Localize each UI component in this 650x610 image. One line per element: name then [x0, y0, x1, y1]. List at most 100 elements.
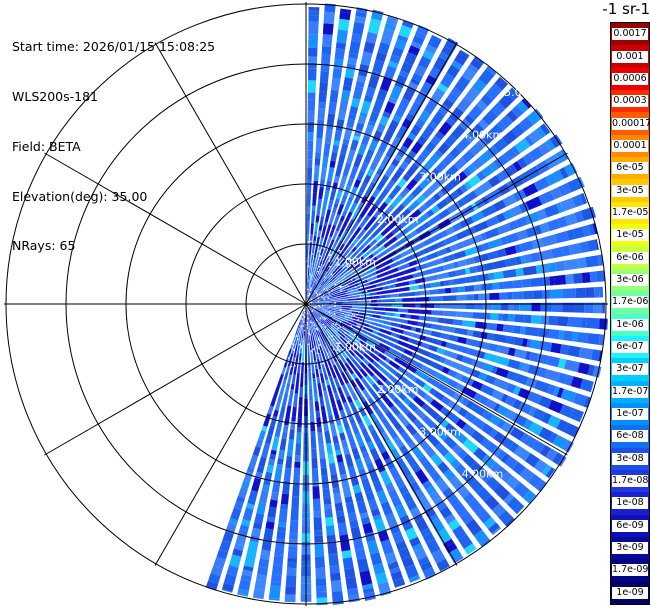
range-gate [592, 223, 598, 235]
range-gate [481, 423, 494, 436]
range-gate [398, 547, 411, 561]
range-gate [340, 143, 349, 155]
range-gate [235, 535, 247, 546]
range-gate [326, 367, 332, 377]
range-gate [369, 292, 377, 296]
near-field-gap [341, 285, 343, 288]
range-gate [348, 291, 362, 296]
range-gate [465, 267, 471, 275]
range-gate [426, 167, 441, 182]
range-gate [376, 441, 387, 454]
range-gate [496, 223, 511, 235]
range-gate [325, 516, 334, 527]
range-gate [357, 259, 366, 267]
range-gate [421, 148, 431, 158]
range-gate [327, 453, 335, 464]
range-gate [530, 277, 545, 287]
range-gate [299, 325, 302, 333]
range-gate [457, 336, 467, 345]
range-gate [483, 363, 494, 373]
range-gate [427, 34, 442, 49]
range-gate [263, 413, 272, 427]
range-gate [247, 490, 258, 506]
range-gate [318, 312, 325, 317]
near-field-gap [303, 315, 305, 317]
range-gate [373, 307, 385, 311]
range-gate [524, 254, 532, 264]
near-field-gap [329, 253, 331, 256]
range-gate [380, 384, 389, 392]
range-gate [394, 357, 408, 368]
range-gate [570, 408, 584, 422]
range-gate [486, 322, 498, 331]
range-gate [317, 359, 322, 370]
range-gate [579, 176, 585, 188]
range-gate [330, 322, 342, 332]
range-gate [328, 337, 336, 348]
range-gate [489, 292, 500, 300]
range-gate [421, 364, 429, 372]
range-gate [320, 61, 330, 72]
range-gate [545, 173, 557, 186]
range-gate [391, 224, 404, 235]
colorbar-tick-label: 3e-08 [612, 452, 648, 465]
range-gate [395, 231, 405, 240]
range-gate [324, 129, 333, 144]
range-gate [313, 517, 323, 531]
range-gate [226, 565, 239, 577]
range-gate [446, 64, 460, 78]
range-gate [390, 570, 403, 582]
range-gate [566, 229, 576, 241]
range-gate [356, 75, 367, 83]
range-gate [528, 351, 539, 363]
range-gate [467, 163, 477, 174]
range-gate [313, 313, 321, 323]
range-gate [370, 299, 378, 303]
range-gate [384, 23, 397, 32]
range-gate [394, 39, 407, 51]
range-gate [564, 374, 574, 386]
range-gate [340, 539, 351, 552]
near-field-gap [321, 296, 323, 298]
range-gate [397, 263, 410, 271]
range-gate [376, 489, 388, 505]
range-gate [431, 310, 444, 316]
range-gate [359, 111, 368, 118]
range-gate [296, 432, 302, 444]
range-gate [545, 448, 558, 462]
range-gate [283, 467, 292, 482]
range-gate [316, 124, 324, 139]
range-gate [414, 90, 428, 106]
range-gate [321, 266, 325, 271]
range-gate [329, 188, 337, 201]
range-gate [311, 343, 315, 353]
range-gate [571, 194, 584, 208]
range-gate [252, 446, 261, 457]
range-gate [238, 486, 248, 499]
range-gate [495, 355, 510, 367]
range-gate [519, 240, 534, 252]
range-gate [450, 458, 461, 469]
range-gate [335, 250, 345, 262]
range-gate [334, 306, 343, 310]
range-gate [465, 518, 483, 536]
range-gate [366, 440, 375, 450]
range-gate [471, 430, 486, 445]
range-gate [376, 336, 388, 344]
range-gate [547, 218, 561, 231]
range-gate [338, 377, 345, 386]
range-gate [311, 293, 316, 298]
range-gate [426, 258, 441, 268]
range-gate [369, 111, 380, 123]
near-field-gap [304, 329, 306, 332]
azimuth-spoke [44, 152, 307, 305]
range-gate [314, 165, 320, 174]
range-gate [450, 361, 462, 371]
range-gate [365, 313, 373, 317]
range-gate [268, 585, 281, 599]
range-gate [318, 283, 325, 290]
range-gate [558, 330, 565, 340]
range-gate [470, 461, 486, 477]
range-gate [443, 358, 453, 367]
range-gate [562, 182, 572, 195]
